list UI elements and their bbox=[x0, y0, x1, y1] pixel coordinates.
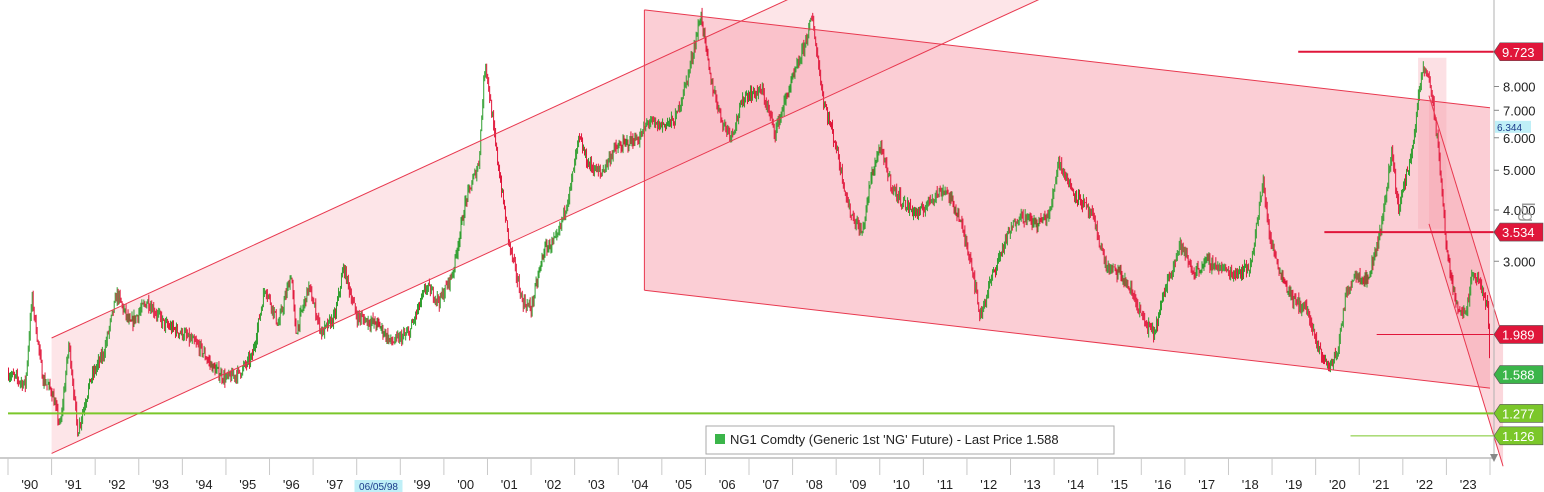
level-badge bbox=[1493, 42, 1544, 62]
y-axis-arrow bbox=[1490, 454, 1498, 462]
channel-lines bbox=[51, 0, 1504, 467]
legend-box bbox=[705, 425, 1115, 455]
level-label: 9.723 bbox=[1502, 45, 1535, 60]
x-tick-label: '92 bbox=[108, 477, 125, 492]
legend-label: NG1 Comdty (Generic 1st 'NG' Future) - L… bbox=[730, 432, 1059, 447]
last-price-label: 1.588 bbox=[1502, 368, 1535, 383]
shaded-zone bbox=[1418, 57, 1447, 229]
x-tick-label: '91 bbox=[65, 477, 82, 492]
x-tick-label: '21 bbox=[1373, 477, 1390, 492]
x-tick-label: '93 bbox=[152, 477, 169, 492]
x-tick-label: '04 bbox=[632, 477, 649, 492]
last-price-badge bbox=[1493, 365, 1544, 384]
y-tick-label: 4.000 bbox=[1503, 203, 1536, 218]
x-tick-label: '02 bbox=[544, 477, 561, 492]
x-tick-label: '18 bbox=[1242, 477, 1259, 492]
x-tick-label: '20 bbox=[1329, 477, 1346, 492]
channel-lower-line bbox=[51, 0, 1040, 454]
x-tick-label: '10 bbox=[893, 477, 910, 492]
x-tick-label: '16 bbox=[1155, 477, 1172, 492]
x-tick-label: '96 bbox=[283, 477, 300, 492]
y-tick-label: 3.000 bbox=[1503, 254, 1536, 269]
y-tick-label: 7.000 bbox=[1503, 103, 1536, 118]
x-tick-label: '23 bbox=[1460, 477, 1477, 492]
crosshair-value-label: 6.344 bbox=[1497, 123, 1522, 134]
x-tick-label: '19 bbox=[1285, 477, 1302, 492]
channel-band bbox=[1428, 95, 1504, 467]
x-tick-label: '06 bbox=[719, 477, 736, 492]
level-badge bbox=[1493, 325, 1544, 344]
level-badge bbox=[1493, 404, 1544, 423]
x-tick-label: '11 bbox=[937, 477, 953, 492]
x-tick-label: '22 bbox=[1416, 477, 1433, 492]
channel-lower-line bbox=[644, 289, 1491, 389]
x-tick-label: '95 bbox=[239, 477, 256, 492]
level-lines bbox=[8, 50, 1496, 437]
y-axis: 3.000 4.000 5.000 6.000 7.000 8.000 bbox=[1490, 0, 1536, 462]
x-tick-label: '13 bbox=[1024, 477, 1041, 492]
y-tick-label: 6.000 bbox=[1503, 131, 1536, 146]
crosshair-value-badge bbox=[1495, 120, 1531, 133]
channel-bands bbox=[51, 0, 1504, 467]
x-tick-label: '14 bbox=[1067, 477, 1084, 492]
x-tick-label: '07 bbox=[762, 477, 779, 492]
level-label: 3.534 bbox=[1502, 225, 1535, 240]
x-tick-label: '94 bbox=[196, 477, 213, 492]
x-tick-label: '17 bbox=[1198, 477, 1215, 492]
y-tick-label: 5.000 bbox=[1503, 163, 1536, 178]
level-badge bbox=[1493, 426, 1544, 446]
axis-title: Lg bbox=[1518, 202, 1538, 222]
y-tick-label: 8.000 bbox=[1503, 80, 1536, 95]
x-tick-label: '09 bbox=[849, 477, 866, 492]
level-label: 1.277 bbox=[1502, 406, 1535, 421]
x-tick-label: '01 bbox=[501, 477, 518, 492]
channel-lower-line bbox=[1428, 223, 1504, 467]
level-label: 1.989 bbox=[1502, 327, 1535, 342]
level-label: 1.126 bbox=[1502, 429, 1535, 444]
shaded-zones bbox=[1418, 57, 1447, 229]
crosshair-date-badge bbox=[354, 480, 403, 492]
x-tick-label: '00 bbox=[457, 477, 474, 492]
channel-upper-line bbox=[51, 0, 788, 339]
legend-swatch bbox=[715, 434, 725, 444]
channel-band bbox=[644, 9, 1490, 389]
channel-upper-line bbox=[1428, 95, 1504, 339]
x-tick-label: '05 bbox=[675, 477, 692, 492]
x-tick-label: '03 bbox=[588, 477, 605, 492]
crosshair-date-label: 06/05/98 bbox=[359, 482, 398, 492]
x-tick-label: '12 bbox=[980, 477, 997, 492]
channel-upper-line bbox=[644, 9, 1491, 109]
x-tick-label: '90 bbox=[21, 477, 38, 492]
x-tick-label: '15 bbox=[1111, 477, 1128, 492]
price-badges: 9.723 3.534 1.989 1.277 1.126 1.588 6.344 bbox=[1493, 42, 1544, 446]
x-axis: '90 '91 '92 '93 '94 '95 '96 '97 '99 '00 '01 '02 '03 '… bbox=[0, 457, 1494, 492]
legend: NG1 Comdty (Generic 1st 'NG' Future) - L… bbox=[705, 425, 1115, 455]
x-tick-label: '99 bbox=[414, 477, 431, 492]
x-tick-label: '08 bbox=[806, 477, 823, 492]
x-tick-label: '97 bbox=[326, 477, 343, 492]
level-badge bbox=[1493, 222, 1544, 242]
